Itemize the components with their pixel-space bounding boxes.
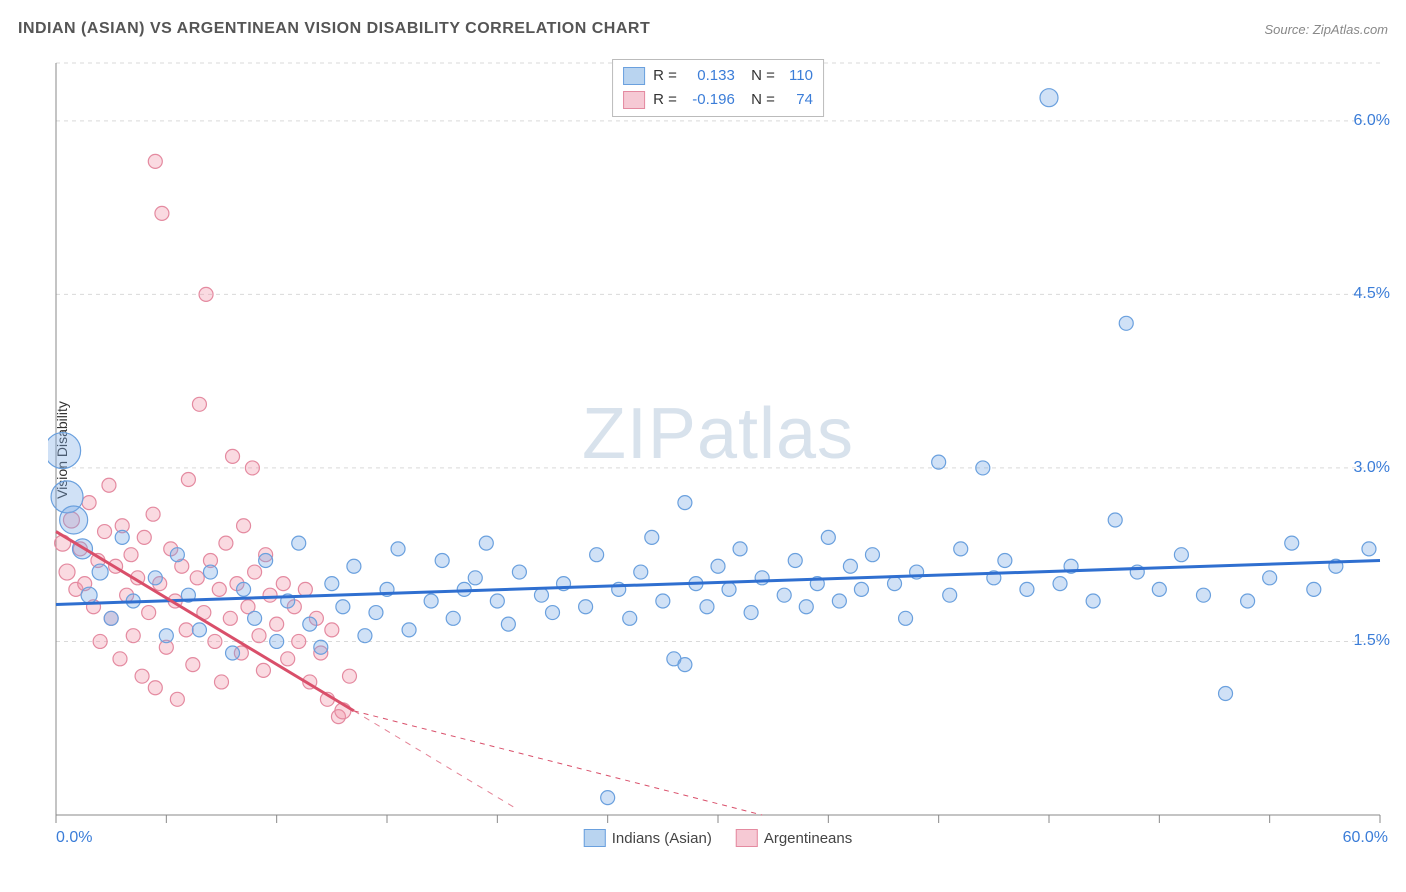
stats-legend: R = 0.133 N = 110 R = -0.196 N = 74 [612, 59, 824, 117]
legend-item-argentineans: Argentineans [736, 829, 852, 847]
n-value-argentineans: 74 [783, 88, 813, 112]
y-tick-label: 6.0% [1354, 112, 1390, 130]
swatch-argentineans [623, 91, 645, 109]
chart-header: INDIAN (ASIAN) VS ARGENTINEAN VISION DIS… [18, 20, 1388, 38]
swatch-argentineans [736, 829, 758, 847]
chart-source: Source: ZipAtlas.com [1264, 22, 1388, 37]
x-min-label: 0.0% [56, 829, 92, 847]
r-label: R = [653, 88, 677, 112]
legend-label-argentineans: Argentineans [764, 830, 852, 847]
y-tick-label: 3.0% [1354, 459, 1390, 477]
x-max-label: 60.0% [1343, 829, 1388, 847]
legend-label-indians: Indians (Asian) [612, 830, 712, 847]
r-value-argentineans: -0.196 [685, 88, 735, 112]
scatter-plot [48, 55, 1388, 845]
series-legend: Indians (Asian) Argentineans [584, 829, 852, 847]
n-label: N = [743, 64, 775, 88]
y-tick-label: 1.5% [1354, 632, 1390, 650]
swatch-indians [584, 829, 606, 847]
stats-row-indians: R = 0.133 N = 110 [623, 64, 813, 88]
stats-row-argentineans: R = -0.196 N = 74 [623, 88, 813, 112]
y-tick-label: 4.5% [1354, 285, 1390, 303]
n-label: N = [743, 88, 775, 112]
chart-area: Vision Disability ZIPatlas R = 0.133 N =… [48, 55, 1388, 845]
legend-item-indians: Indians (Asian) [584, 829, 712, 847]
r-label: R = [653, 64, 677, 88]
n-value-indians: 110 [783, 64, 813, 88]
chart-title: INDIAN (ASIAN) VS ARGENTINEAN VISION DIS… [18, 20, 650, 38]
r-value-indians: 0.133 [685, 64, 735, 88]
swatch-indians [623, 67, 645, 85]
